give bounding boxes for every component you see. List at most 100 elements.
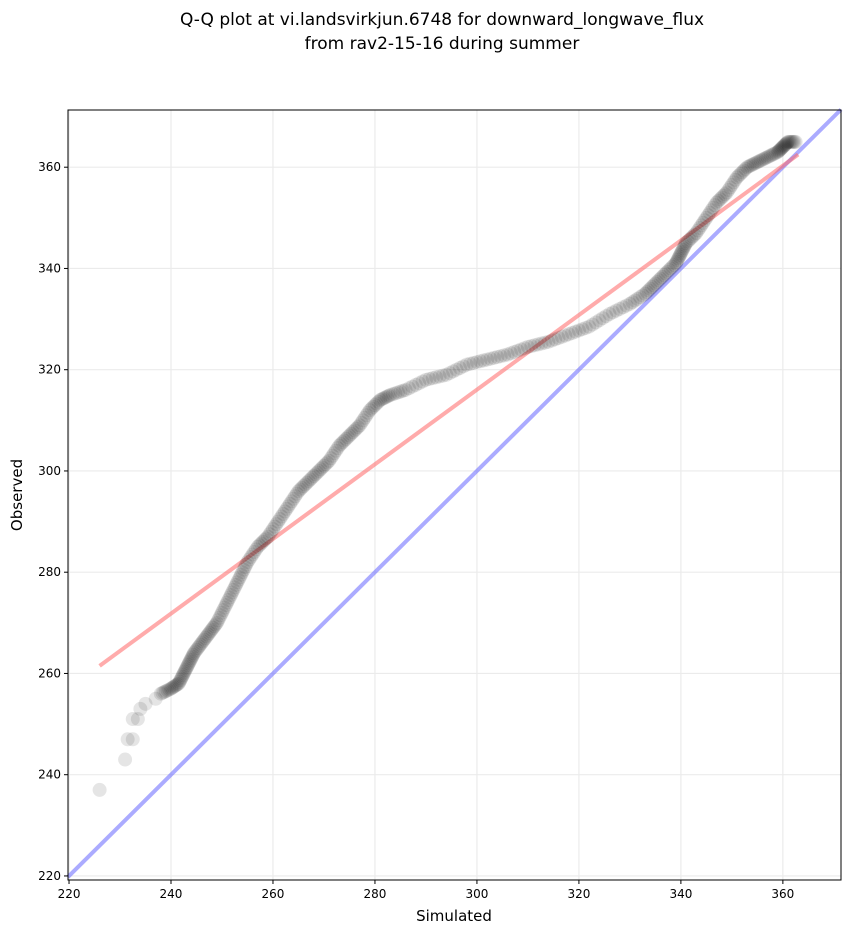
data-point [651,273,666,288]
data-point [588,315,603,330]
data-point [158,684,173,699]
data-point [199,629,214,644]
data-point [675,242,690,257]
data-point [194,636,209,651]
data-point [673,246,688,261]
data-point [716,188,731,203]
data-point [780,134,795,149]
data-point [778,137,793,152]
data-point [726,175,741,190]
data-point [665,259,680,274]
data-point [237,560,252,575]
data-point [733,166,748,181]
data-point [185,649,200,664]
data-point [209,615,224,630]
data-point [347,423,362,438]
data-point [282,496,297,511]
data-point [232,570,247,585]
data-point [788,134,803,149]
data-point [773,142,788,157]
data-point [782,134,797,149]
y-tick-label: 260 [38,666,61,680]
data-point [318,457,333,472]
data-point [252,538,267,553]
data-point [738,161,753,176]
data-point [388,386,403,401]
data-point [787,134,802,149]
data-point [359,408,374,423]
data-point [551,331,566,346]
data-point [558,328,573,343]
data-point [435,368,450,383]
data-point [381,388,396,403]
data-point [544,333,559,348]
data-point [374,392,389,407]
data-point [667,258,682,273]
data-point [493,349,508,364]
data-point [741,159,756,174]
data-point [267,519,282,534]
data-point [670,253,685,268]
data-point [774,141,789,156]
chart-title-line2: from rav2-15-16 during summer [305,34,580,54]
y-tick-label: 300 [38,464,61,478]
data-point [371,394,386,409]
data-point [173,673,188,688]
data-point [157,685,172,700]
data-point [425,371,440,386]
data-point [415,374,430,389]
data-point [180,659,195,674]
data-point [672,249,687,264]
data-point [463,356,478,371]
data-point [213,608,228,623]
data-point [254,536,269,551]
data-point [605,305,620,320]
data-point [362,403,377,418]
data-point [176,666,191,681]
data-point [379,389,394,404]
data-point [784,134,799,149]
data-point [188,644,203,659]
data-point [762,149,777,164]
data-point [702,205,717,220]
data-point [155,685,170,700]
data-point [214,605,229,620]
data-point [364,401,379,416]
data-point [625,295,640,310]
data-point [582,319,597,334]
data-point [171,676,186,691]
data-point [706,200,721,215]
data-point [473,354,488,369]
data-point [432,369,447,384]
data-point [510,343,525,358]
data-point [160,683,175,698]
data-point [369,396,384,411]
data-point [769,145,784,160]
data-point [497,348,512,363]
data-point [770,145,785,160]
data-point [398,382,413,397]
data-point [712,192,727,207]
data-point [786,134,801,149]
data-point [223,587,238,602]
data-point [695,215,710,230]
data-point [565,326,580,341]
data-point [442,366,457,381]
data-point [203,624,218,639]
data-point [396,383,411,398]
data-point [449,362,464,377]
y-axis-label: Observed [8,459,26,531]
x-tick-label: 240 [160,887,183,901]
data-point [350,420,365,435]
data-point [748,155,763,170]
x-tick-label: 280 [364,887,387,901]
data-point [612,301,627,316]
data-point [367,398,382,413]
data-point [753,153,768,168]
y-tick-label: 360 [38,160,61,174]
data-point [704,203,719,218]
data-point [568,324,583,339]
data-point [777,138,792,153]
data-point [678,237,693,252]
data-point [218,598,233,613]
